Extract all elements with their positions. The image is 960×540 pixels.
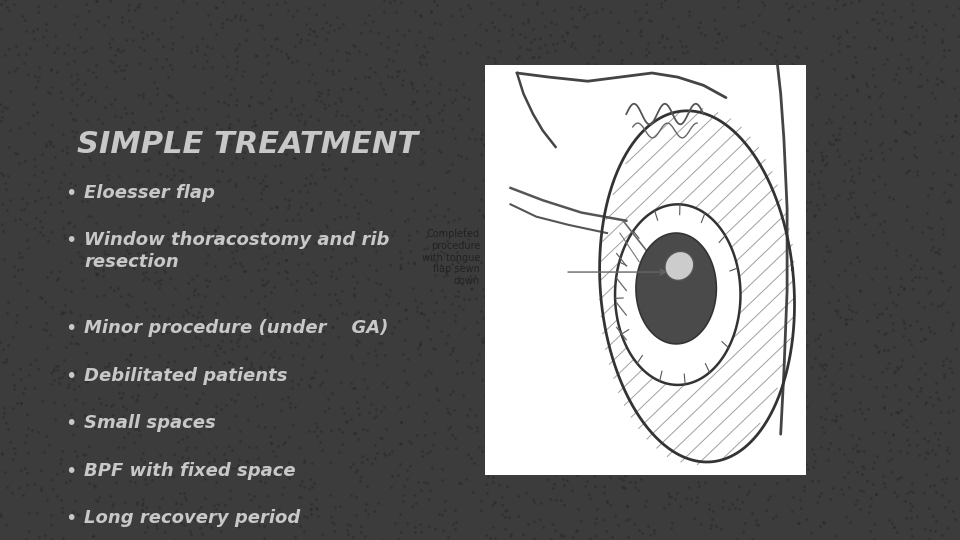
Ellipse shape xyxy=(665,252,694,280)
Text: •: • xyxy=(65,319,77,338)
Text: •: • xyxy=(65,509,77,528)
Text: SIMPLE TREATMENT: SIMPLE TREATMENT xyxy=(77,130,418,159)
Text: •: • xyxy=(65,414,77,433)
Polygon shape xyxy=(636,233,716,344)
Bar xyxy=(485,65,806,475)
Text: Debilitated patients: Debilitated patients xyxy=(84,367,288,384)
Text: Completed
procedure
with tongue
flap sewn
down: Completed procedure with tongue flap sew… xyxy=(421,230,480,286)
Text: Small spaces: Small spaces xyxy=(84,414,216,432)
Text: Window thoracostomy and rib
resection: Window thoracostomy and rib resection xyxy=(84,231,390,271)
Text: BPF with fixed space: BPF with fixed space xyxy=(84,462,296,480)
Text: •: • xyxy=(65,367,77,386)
Text: Long recovery period: Long recovery period xyxy=(84,509,300,527)
Polygon shape xyxy=(615,204,740,385)
Text: Minor procedure (under    GA): Minor procedure (under GA) xyxy=(84,319,389,337)
Text: •: • xyxy=(65,231,77,250)
Text: Eloesser flap: Eloesser flap xyxy=(84,184,215,201)
Text: •: • xyxy=(65,184,77,202)
Text: •: • xyxy=(65,462,77,481)
